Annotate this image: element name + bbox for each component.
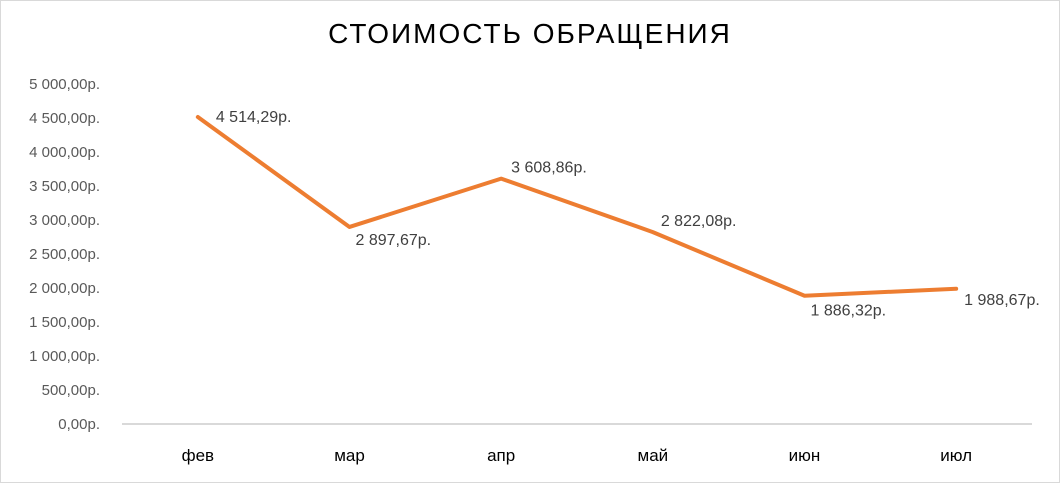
y-tick-label: 1 000,00р. [29,348,100,365]
x-tick-label: июл [940,446,972,465]
y-tick-label: 0,00р. [58,416,100,433]
series-line [195,115,959,298]
x-tick-label: мар [334,446,365,465]
data-labels: 4 514,29р. 2 897,67р. 3 608,86р. 2 822,08р.… [216,109,1040,320]
x-tick-label: май [638,446,669,465]
y-tick-label: 5 000,00р. [29,76,100,93]
x-tick-label: июн [789,446,821,465]
y-tick-label: 500,00р. [42,382,100,399]
data-label: 4 514,29р. [216,109,292,126]
y-tick-label: 2 500,00р. [29,246,100,263]
y-tick-label: 3 000,00р. [29,212,100,229]
data-label: 1 988,67р. [964,292,1040,309]
y-tick-label: 4 500,00р. [29,110,100,127]
data-label: 2 822,08р. [661,213,737,230]
chart-title: СТОИМОСТЬ ОБРАЩЕНИЯ [328,18,732,49]
y-tick-label: 3 500,00р. [29,178,100,195]
y-tick-label: 2 000,00р. [29,280,100,297]
x-tick-label: фев [182,446,214,465]
data-label: 1 886,32р. [811,303,887,320]
y-axis-labels: 0,00р. 500,00р. 1 000,00р. 1 500,00р. 2 000,… [29,76,100,433]
y-tick-label: 4 000,00р. [29,144,100,161]
data-label: 3 608,86р. [511,160,587,177]
x-axis-labels: фев мар апр май июн июл [182,446,972,465]
y-tick-label: 1 500,00р. [29,314,100,331]
x-tick-label: апр [487,446,515,465]
data-label: 2 897,67р. [356,232,432,249]
